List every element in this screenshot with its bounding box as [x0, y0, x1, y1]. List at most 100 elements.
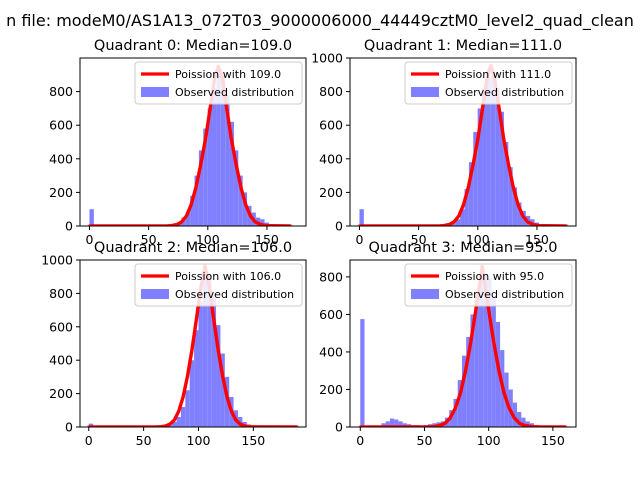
- y-tick-label: 400: [319, 344, 343, 359]
- y-tick-label: 0: [335, 420, 343, 435]
- subplot-title: Quadrant 0: Median=109.0: [94, 38, 292, 54]
- y-tick-label: 600: [49, 118, 73, 133]
- histogram-bar: [167, 425, 173, 427]
- histogram-bar: [478, 278, 484, 427]
- histogram-bar: [207, 108, 213, 226]
- legend-label-histogram: Observed distribution: [445, 86, 564, 99]
- histogram-bar: [486, 78, 491, 226]
- legend: Poission with 111.0 Observed distribution: [404, 61, 573, 105]
- y-tick-label: 400: [49, 151, 73, 166]
- x-tick-label: 0: [355, 232, 363, 247]
- histogram-bar: [190, 195, 195, 226]
- x-tick-label: 100: [196, 232, 220, 247]
- histogram-bar: [207, 273, 212, 427]
- histogram-bar: [194, 330, 199, 427]
- x-tick-label: 150: [241, 433, 265, 448]
- histogram-bar: [398, 421, 403, 427]
- histogram-bar: [176, 416, 181, 427]
- legend: Poission with 95.0 Observed distribution: [404, 263, 573, 307]
- legend: Poission with 106.0 Observed distribution: [134, 263, 303, 307]
- histogram-bar: [490, 74, 496, 226]
- histogram-bar: [517, 411, 522, 427]
- y-tick-label: 800: [49, 286, 73, 301]
- y-tick-label: 600: [319, 307, 343, 322]
- histogram-bar: [172, 421, 177, 427]
- histogram-bar: [198, 150, 204, 226]
- histogram-bar: [216, 325, 221, 427]
- histogram-bar: [453, 398, 458, 427]
- subplot-title: Quadrant 1: Median=111.0: [364, 38, 562, 54]
- x-tick-label: 100: [477, 433, 501, 448]
- axes-frame: [349, 57, 577, 227]
- histogram-bar: [461, 355, 467, 427]
- histogram-bar: [451, 222, 456, 226]
- axes-frame: [79, 259, 307, 428]
- subplot-quadrant-1: 0 50 100 150 0 200 400 600 800 1000 Quadrant 1: Me…: [311, 38, 577, 247]
- histogram-bar: [495, 88, 500, 226]
- x-tick-label: 50: [411, 232, 427, 247]
- histogram-bar: [466, 336, 471, 427]
- histogram-bar: [508, 167, 513, 226]
- histogram-bar: [220, 353, 225, 427]
- histogram-bar: [402, 423, 407, 427]
- y-tick-label: 0: [65, 420, 73, 435]
- subplot-title: Quadrant 2: Median=106.0: [94, 240, 292, 256]
- subplot-quadrant-3: 0 50 100 150 0 200 400 600 800 Quadrant 3: Median…: [319, 240, 577, 448]
- histogram-bar: [473, 131, 478, 226]
- histogram-bar: [517, 202, 522, 226]
- histogram-bar: [457, 380, 462, 427]
- histogram-bar: [185, 390, 190, 427]
- legend-label-fit: Poission with 111.0: [445, 68, 551, 81]
- histogram-bar: [474, 295, 479, 427]
- legend-swatch-histogram: [141, 289, 169, 299]
- histogram-bar: [512, 402, 518, 427]
- y-tick-label: 400: [49, 353, 73, 368]
- histogram-bar: [482, 88, 487, 226]
- legend-swatch-histogram: [411, 87, 439, 97]
- histogram-bar: [89, 209, 94, 226]
- histogram-bar: [211, 293, 217, 427]
- histogram-bar: [233, 150, 239, 226]
- subplot-title: Quadrant 3: Median=95.0: [369, 240, 558, 256]
- histogram-bar: [242, 192, 248, 226]
- histogram-bar: [189, 360, 195, 427]
- histogram-bar: [260, 219, 265, 226]
- histogram-bar: [491, 295, 496, 427]
- x-tick-label: 150: [255, 232, 279, 247]
- x-tick-label: 150: [541, 433, 565, 448]
- subplot-quadrant-2: 0 50 100 150 0 200 400 600 800 1000 Quadrant 2: Me…: [41, 240, 307, 448]
- histogram-bar: [229, 121, 234, 226]
- histogram-bar: [394, 419, 399, 427]
- legend-label-histogram: Observed distribution: [175, 288, 294, 301]
- histogram-bar: [499, 111, 504, 226]
- histogram-bar: [381, 423, 386, 427]
- legend-swatch-histogram: [411, 289, 439, 299]
- figure-suptitle: n file: modeM0/AS1A13_072T03_9000006000_…: [6, 11, 634, 31]
- histogram-bar: [477, 108, 483, 226]
- y-tick-label: 800: [49, 84, 73, 99]
- axes-frame: [79, 57, 307, 227]
- x-tick-label: 100: [187, 433, 211, 448]
- histogram-bar: [455, 219, 461, 226]
- subplot-quadrant-0: 0 50 100 150 0 200 400 600 800 Quadrant 0: Median…: [49, 38, 307, 247]
- y-tick-label: 200: [319, 185, 343, 200]
- y-tick-label: 0: [335, 219, 343, 234]
- y-tick-label: 1000: [41, 253, 73, 268]
- x-tick-label: 0: [85, 232, 93, 247]
- histogram-bar: [464, 189, 469, 226]
- legend-swatch-histogram: [141, 87, 169, 97]
- legend-box: [404, 61, 573, 105]
- legend-label-histogram: Observed distribution: [445, 288, 564, 301]
- histogram-bar: [385, 421, 390, 427]
- histogram-bar: [521, 417, 526, 427]
- histogram-bar: [185, 212, 191, 226]
- histogram-bar: [198, 301, 203, 427]
- histogram-bar: [202, 276, 208, 427]
- histogram-bar: [225, 94, 230, 226]
- histogram-bar: [212, 88, 217, 226]
- histogram-bar: [220, 78, 226, 226]
- x-tick-label: 50: [141, 232, 157, 247]
- x-tick-label: 100: [466, 232, 490, 247]
- histogram-bar: [389, 418, 395, 427]
- histogram-bar: [483, 275, 488, 427]
